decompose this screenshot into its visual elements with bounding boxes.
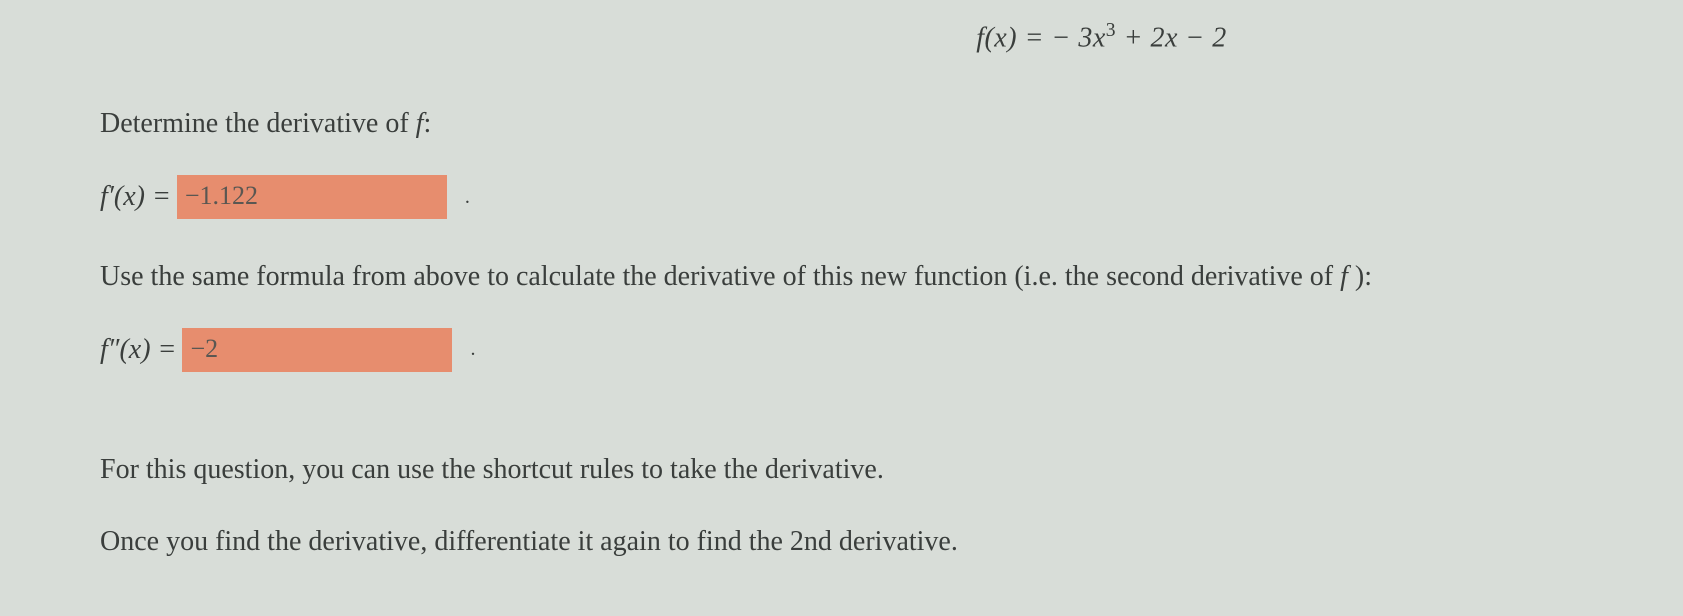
prompt1-text-b: : — [423, 108, 431, 139]
first-derivative-row: f′(x) = −1.122 . — [100, 175, 1683, 219]
prompt-first-derivative: Determine the derivative of f: — [100, 102, 1683, 147]
eq-lhs: f(x) — [976, 22, 1017, 53]
period-1: . — [465, 186, 470, 209]
eq-rhs-b: + 2x − 2 — [1116, 22, 1227, 53]
hint-line-2: Once you find the derivative, differenti… — [100, 520, 1683, 565]
f2prime-prime: ″ — [108, 334, 120, 365]
f2prime-label: f″(x) = — [100, 334, 176, 366]
prompt-second-derivative: Use the same formula from above to calcu… — [100, 255, 1683, 300]
f2prime-paren: (x) = — [119, 334, 176, 365]
prompt2-func: f — [1340, 261, 1348, 292]
first-derivative-input[interactable]: −1.122 — [177, 175, 447, 219]
eq-exp: 3 — [1106, 20, 1116, 41]
given-function: f(x) = − 3x3 + 2x − 2 — [520, 20, 1683, 54]
hint-line-1: For this question, you can use the short… — [100, 448, 1683, 493]
period-2: . — [470, 338, 475, 361]
question-content: f(x) = − 3x3 + 2x − 2 Determine the deri… — [0, 0, 1683, 565]
second-derivative-input[interactable]: −2 — [182, 328, 452, 372]
fprime-paren: (x) = — [114, 181, 171, 212]
f2prime-f: f — [100, 334, 108, 365]
fprime-f: f — [100, 181, 108, 212]
prompt2-text-a: Use the same formula from above to calcu… — [100, 261, 1340, 292]
eq-rhs-a: = − 3x — [1017, 22, 1106, 53]
prompt2-text-b: ): — [1348, 261, 1372, 292]
fprime-label: f′(x) = — [100, 181, 171, 213]
prompt1-text-a: Determine the derivative of — [100, 108, 416, 139]
second-derivative-row: f″(x) = −2 . — [100, 328, 1683, 372]
